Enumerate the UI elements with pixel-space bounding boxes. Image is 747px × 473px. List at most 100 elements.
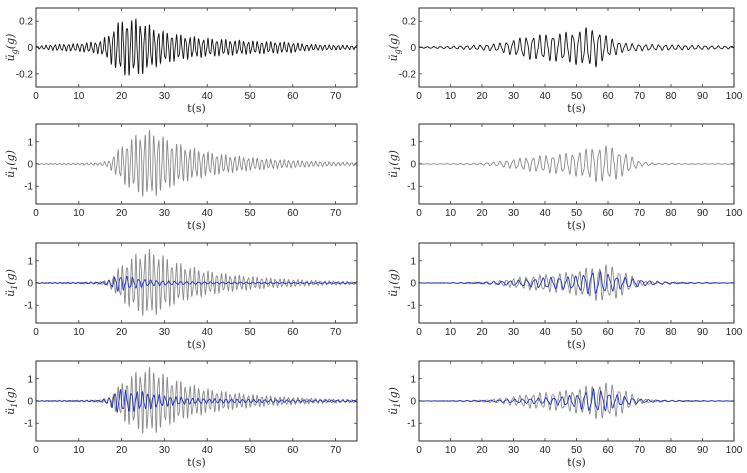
y-tick-label: 1: [410, 374, 416, 385]
x-axis-label: t(s): [187, 338, 206, 351]
x-axis-label: t(s): [187, 219, 206, 232]
x-tick-label: 90: [697, 91, 709, 102]
y-tick-label: -1: [24, 182, 33, 193]
x-tick-label: 20: [116, 327, 128, 338]
x-tick-label: 40: [202, 208, 214, 219]
x-tick-label: 90: [697, 208, 709, 219]
x-tick-label: 10: [73, 445, 85, 456]
y-tick-label: 1: [27, 256, 33, 267]
x-tick-label: 10: [73, 208, 85, 219]
panel-right-3: 0 10 20 30 40 50 60 70 80 90 100 -1 0 1 t(s) ü1(g): [387, 242, 743, 351]
x-tick-label: 30: [159, 91, 171, 102]
x-tick-label: 100: [726, 208, 743, 219]
panel-left-3: 0 10 20 30 40 50 60 70 -1 0 1 t(s) ü1(g): [4, 242, 358, 351]
x-tick-label: 60: [602, 327, 614, 338]
panel-left-4: 0 10 20 30 40 50 60 70 -1 0 1 t(s) ü1(g): [4, 360, 358, 469]
y-axis-label: üg(g): [387, 34, 402, 62]
y-axis-label: ü1(g): [4, 150, 19, 178]
x-tick-label: 40: [539, 445, 551, 456]
y-tick-label: 0: [27, 397, 33, 408]
x-tick-label: 70: [634, 91, 646, 102]
x-tick-label: 20: [476, 208, 488, 219]
y-tick-label: -0.2: [16, 69, 34, 80]
x-axis-label: t(s): [567, 456, 586, 469]
x-tick-label: 30: [508, 91, 520, 102]
x-tick-label: 100: [726, 445, 743, 456]
x-tick-label: 40: [202, 91, 214, 102]
x-axis-label: t(s): [567, 338, 586, 351]
x-tick-label: 60: [287, 208, 299, 219]
x-tick-label: 20: [476, 327, 488, 338]
panel-right-4: 0 10 20 30 40 50 60 70 80 90 100 -1 0 1 t(s) ü1(g): [387, 360, 743, 469]
x-tick-label: 0: [33, 208, 39, 219]
y-tick-label: 0: [410, 43, 416, 54]
y-tick-label: 1: [27, 374, 33, 385]
x-tick-label: 10: [445, 208, 457, 219]
x-tick-label: 30: [508, 327, 520, 338]
x-tick-label: 60: [602, 445, 614, 456]
x-tick-label: 50: [244, 208, 256, 219]
x-tick-label: 30: [508, 445, 520, 456]
x-tick-label: 50: [244, 327, 256, 338]
x-tick-label: 100: [726, 327, 743, 338]
x-tick-label: 30: [159, 445, 171, 456]
y-tick-label: -0.2: [399, 69, 417, 80]
y-axis-label: ü1(g): [387, 387, 402, 415]
x-tick-label: 50: [571, 208, 583, 219]
x-tick-label: 90: [697, 327, 709, 338]
x-axis-label: t(s): [567, 102, 586, 115]
x-tick-label: 0: [416, 91, 422, 102]
series-line-black: [418, 27, 735, 68]
x-tick-label: 60: [287, 91, 299, 102]
y-axis-label: ü1(g): [4, 269, 19, 297]
x-tick-label: 0: [33, 445, 39, 456]
x-tick-label: 10: [445, 445, 457, 456]
y-axis-label: ü1(g): [4, 387, 19, 415]
panel-right-1: 0 10 20 30 40 50 60 70 80 90 100 -0.2 0 0.2 t(s) üg(g): [387, 7, 743, 115]
y-tick-label: 0: [410, 397, 416, 408]
x-tick-label: 60: [602, 91, 614, 102]
y-tick-label: -1: [407, 182, 416, 193]
y-tick-label: 0: [410, 279, 416, 290]
x-tick-label: 50: [244, 445, 256, 456]
x-tick-label: 50: [571, 91, 583, 102]
x-tick-label: 40: [202, 327, 214, 338]
y-tick-label: 0: [27, 43, 33, 54]
series-line-black: [35, 18, 358, 77]
x-tick-label: 90: [697, 445, 709, 456]
x-tick-label: 70: [634, 445, 646, 456]
x-tick-label: 10: [73, 327, 85, 338]
x-axis-label: t(s): [187, 456, 206, 469]
series-line-blue: [419, 271, 735, 295]
x-axis-label: t(s): [567, 219, 586, 232]
x-tick-label: 40: [539, 327, 551, 338]
x-tick-label: 70: [330, 327, 342, 338]
x-tick-label: 0: [33, 91, 39, 102]
y-tick-label: 1: [410, 256, 416, 267]
x-tick-label: 80: [665, 208, 677, 219]
y-tick-label: 0: [27, 160, 33, 171]
x-axis-label: t(s): [187, 102, 206, 115]
x-tick-label: 70: [634, 327, 646, 338]
y-tick-label: 1: [27, 137, 33, 148]
x-tick-label: 60: [287, 327, 299, 338]
y-tick-label: -1: [407, 419, 416, 430]
x-tick-label: 10: [445, 327, 457, 338]
x-tick-label: 20: [476, 445, 488, 456]
y-axis-label: üg(g): [4, 34, 19, 62]
x-tick-label: 50: [571, 327, 583, 338]
y-tick-label: -1: [24, 301, 33, 312]
plot-area: [35, 123, 358, 205]
y-axis-label: ü1(g): [387, 269, 402, 297]
x-tick-label: 100: [726, 91, 743, 102]
x-tick-label: 10: [73, 91, 85, 102]
y-tick-label: -1: [407, 301, 416, 312]
panel-left-2: 0 10 20 30 40 50 60 70 -1 0 1 t(s) ü1(g): [4, 123, 358, 232]
y-tick-label: 0.2: [19, 17, 33, 28]
x-tick-label: 50: [244, 91, 256, 102]
x-tick-label: 60: [602, 208, 614, 219]
x-tick-label: 20: [116, 445, 128, 456]
x-tick-label: 50: [571, 445, 583, 456]
series-line-blue: [35, 275, 358, 292]
x-tick-label: 70: [330, 208, 342, 219]
